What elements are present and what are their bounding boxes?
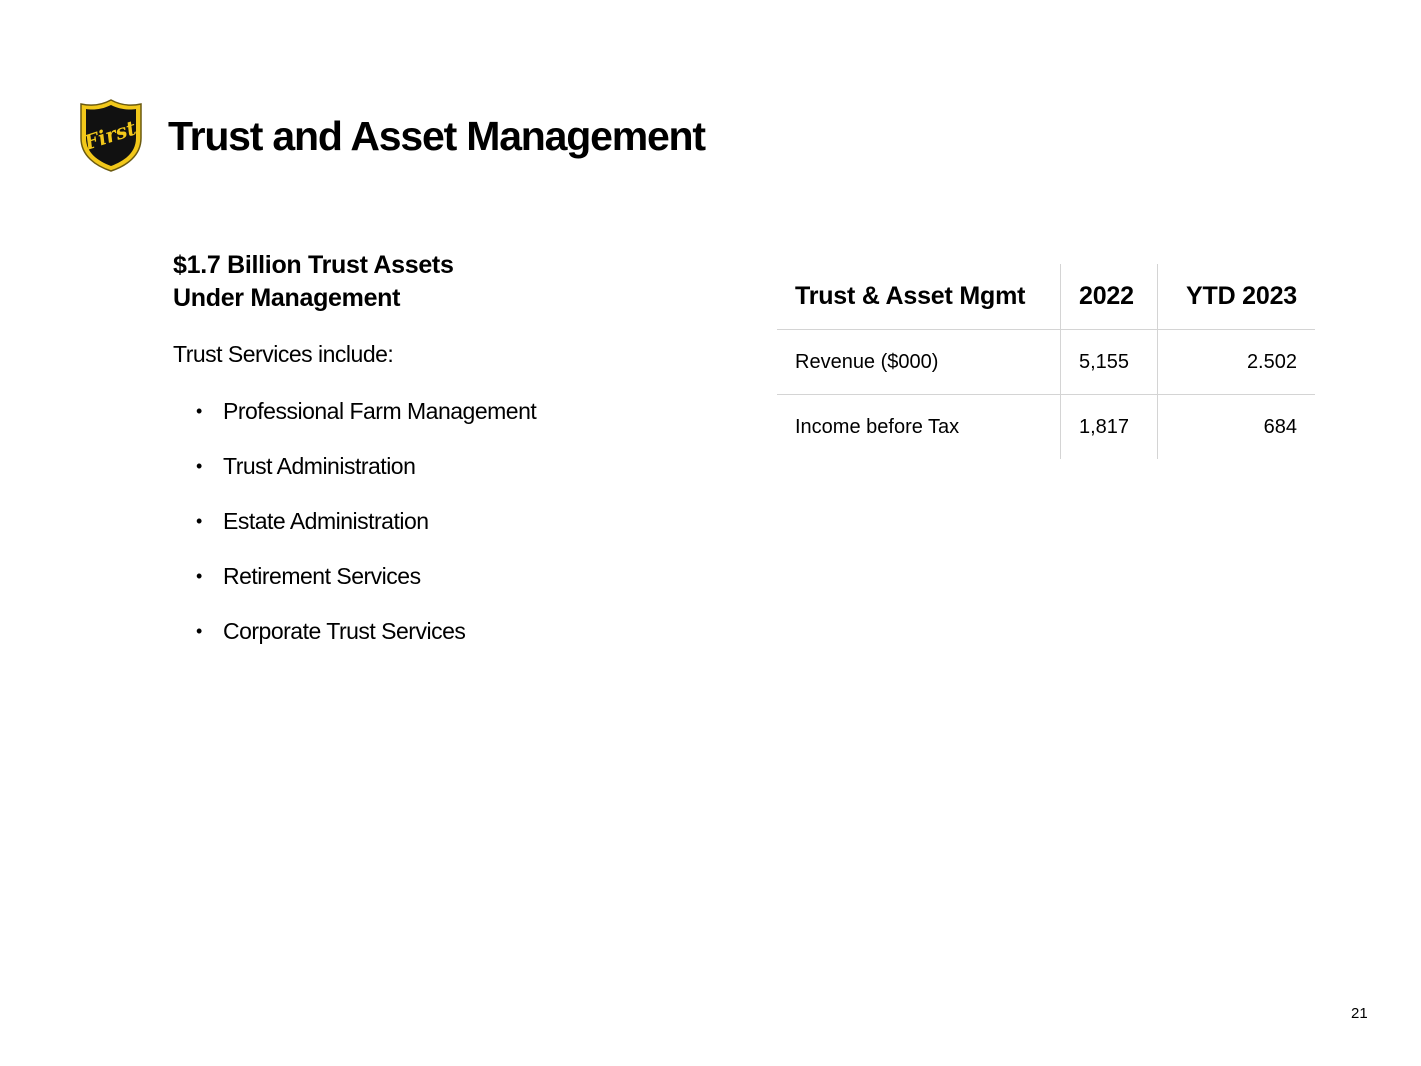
page-number: 21: [1351, 1005, 1368, 1022]
row-label: Income before Tax: [795, 415, 960, 438]
first-bank-logo: First: [80, 99, 142, 172]
cell-ytd-2023: 684: [1157, 394, 1315, 459]
service-label: Estate Administration: [223, 508, 429, 534]
bullet: •: [196, 456, 202, 476]
service-label: Retirement Services: [223, 563, 421, 589]
financials-table: Trust & Asset Mgmt 2022 YTD 2023 Revenue…: [777, 264, 1315, 459]
service-item: • Professional Farm Management: [196, 396, 537, 451]
column-header-2022: 2022: [1060, 264, 1158, 330]
headline-line-2: Under Management: [173, 284, 401, 312]
trust-assets-summary: $1.7 Billion Trust Assets Under Manageme…: [173, 249, 693, 368]
service-label: Corporate Trust Services: [223, 618, 466, 644]
cell-ytd-2023: 2.502: [1157, 329, 1315, 395]
service-label: Professional Farm Management: [223, 398, 537, 424]
bullet: •: [196, 511, 202, 531]
service-item: • Retirement Services: [196, 561, 536, 616]
bullet: •: [196, 566, 202, 586]
headline-line-1: $1.7 Billion Trust Assets: [173, 251, 454, 279]
table-row: Revenue ($000) 5,155 2.502: [777, 329, 1315, 395]
service-item: • Trust Administration: [196, 451, 536, 506]
service-label: Trust Administration: [223, 453, 416, 479]
services-intro: Trust Services include:: [173, 341, 394, 367]
table-header-row: Trust & Asset Mgmt 2022 YTD 2023: [777, 264, 1315, 330]
cell-2022: 1,817: [1060, 394, 1158, 459]
cell-2022: 5,155: [1060, 329, 1158, 395]
page-title: Trust and Asset Management: [168, 113, 706, 159]
service-item: • Corporate Trust Services: [196, 616, 536, 671]
bullet: •: [196, 401, 202, 421]
trust-assets-headline: $1.7 Billion Trust Assets Under Manageme…: [173, 249, 693, 315]
row-label: Revenue ($000): [777, 329, 1061, 395]
services-list: • Professional Farm Management • Trust Adm…: [196, 396, 537, 671]
service-item: • Estate Administration: [196, 506, 536, 561]
bullet: •: [196, 621, 202, 641]
table-row: Income before Tax 1,817 684: [777, 394, 1315, 459]
column-header-ytd-2023: YTD 2023: [1157, 264, 1315, 330]
column-header-segment: Trust & Asset Mgmt: [777, 264, 1061, 330]
